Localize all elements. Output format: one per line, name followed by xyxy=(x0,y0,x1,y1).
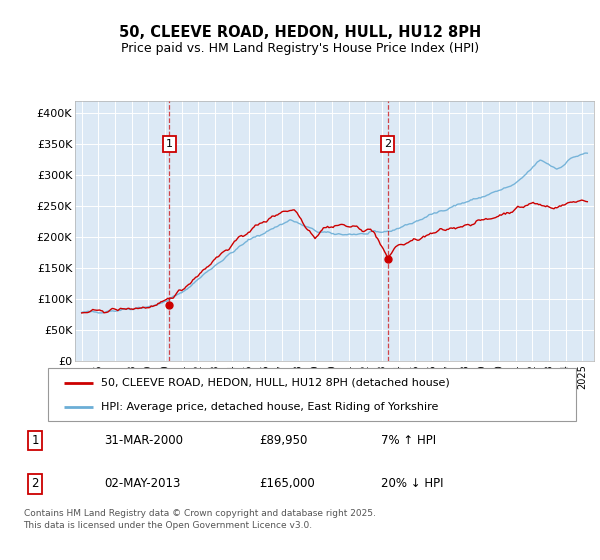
Text: HPI: Average price, detached house, East Riding of Yorkshire: HPI: Average price, detached house, East… xyxy=(101,402,438,412)
Text: 7% ↑ HPI: 7% ↑ HPI xyxy=(380,434,436,447)
Text: 50, CLEEVE ROAD, HEDON, HULL, HU12 8PH: 50, CLEEVE ROAD, HEDON, HULL, HU12 8PH xyxy=(119,25,481,40)
Text: £89,950: £89,950 xyxy=(260,434,308,447)
Text: 50, CLEEVE ROAD, HEDON, HULL, HU12 8PH (detached house): 50, CLEEVE ROAD, HEDON, HULL, HU12 8PH (… xyxy=(101,378,449,388)
Text: £165,000: £165,000 xyxy=(260,477,316,490)
FancyBboxPatch shape xyxy=(48,368,576,421)
Text: 1: 1 xyxy=(166,139,173,149)
Text: 2: 2 xyxy=(384,139,391,149)
Text: Contains HM Land Registry data © Crown copyright and database right 2025.
This d: Contains HM Land Registry data © Crown c… xyxy=(23,509,376,530)
Text: 1: 1 xyxy=(31,434,39,447)
Text: 2: 2 xyxy=(31,477,39,490)
Text: Price paid vs. HM Land Registry's House Price Index (HPI): Price paid vs. HM Land Registry's House … xyxy=(121,42,479,55)
Text: 31-MAR-2000: 31-MAR-2000 xyxy=(104,434,183,447)
Text: 02-MAY-2013: 02-MAY-2013 xyxy=(104,477,181,490)
Text: 20% ↓ HPI: 20% ↓ HPI xyxy=(380,477,443,490)
